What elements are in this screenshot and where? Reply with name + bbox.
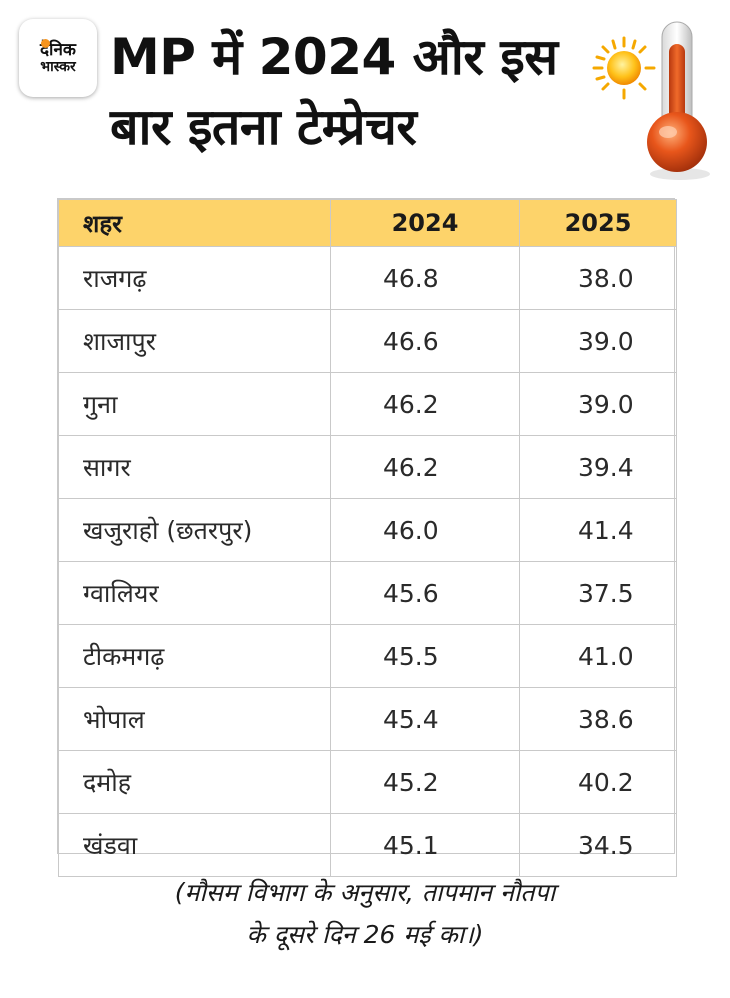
title-line-1: MP में 2024 और इस (110, 28, 558, 86)
table-row: खजुराहो (छतरपुर) 46.0 41.4 (58, 498, 677, 562)
cell-2024: 45.6 (330, 561, 520, 625)
note-line-1: (मौसम विभाग के अनुसार, तापमान नौतपा (174, 878, 556, 907)
cell-2025: 41.0 (519, 624, 677, 688)
cell-2024: 46.8 (330, 246, 520, 310)
table-row: खंडवा 45.1 34.5 (58, 813, 677, 877)
note-line-2: के दूसरे दिन 26 मई का।) (246, 920, 484, 949)
cell-city: खंडवा (58, 813, 331, 877)
header-2025: 2025 (519, 199, 677, 247)
table-row: भोपाल 45.4 38.6 (58, 687, 677, 751)
cell-city: दमोह (58, 750, 331, 814)
cell-2025: 37.5 (519, 561, 677, 625)
cell-2025: 41.4 (519, 498, 677, 562)
title-line-2: बार इतना टेम्प्रेचर (110, 98, 417, 156)
dainik-bhaskar-logo: दैनिक भास्कर (19, 19, 97, 97)
table-header-row: शहर 2024 2025 (58, 199, 677, 247)
cell-2024: 46.2 (330, 372, 520, 436)
cell-city: खजुराहो (छतरपुर) (58, 498, 331, 562)
sun-icon (592, 36, 656, 100)
table-row: शाजापुर 46.6 39.0 (58, 309, 677, 373)
header-city: शहर (58, 199, 331, 247)
thermometer-icon (647, 21, 710, 180)
cell-2024: 46.2 (330, 435, 520, 499)
table-row: राजगढ़ 46.8 38.0 (58, 246, 677, 310)
table-row: टीकमगढ़ 45.5 41.0 (58, 624, 677, 688)
cell-city: ग्वालियर (58, 561, 331, 625)
cell-city: राजगढ़ (58, 246, 331, 310)
cell-2024: 45.4 (330, 687, 520, 751)
table-row: ग्वालियर 45.6 37.5 (58, 561, 677, 625)
table-row: सागर 46.2 39.4 (58, 435, 677, 499)
cell-2024: 45.5 (330, 624, 520, 688)
cell-city: भोपाल (58, 687, 331, 751)
cell-2025: 38.0 (519, 246, 677, 310)
cell-2024: 46.0 (330, 498, 520, 562)
cell-city: गुना (58, 372, 331, 436)
cell-2025: 39.0 (519, 372, 677, 436)
cell-city: शाजापुर (58, 309, 331, 373)
table-row: गुना 46.2 39.0 (58, 372, 677, 436)
source-note: (मौसम विभाग के अनुसार, तापमान नौतपा के द… (0, 872, 730, 956)
header-2024: 2024 (330, 199, 520, 247)
cell-2025: 38.6 (519, 687, 677, 751)
cell-2025: 34.5 (519, 813, 677, 877)
cell-city: टीकमगढ़ (58, 624, 331, 688)
cell-2024: 45.2 (330, 750, 520, 814)
cell-2024: 45.1 (330, 813, 520, 877)
cell-2025: 39.4 (519, 435, 677, 499)
logo-sun-dot (41, 39, 50, 48)
logo-line-2: भास्कर (40, 58, 76, 75)
page-title: MP में 2024 और इस बार इतना टेम्प्रेचर (110, 22, 590, 162)
cell-2025: 40.2 (519, 750, 677, 814)
cell-city: सागर (58, 435, 331, 499)
cell-2025: 39.0 (519, 309, 677, 373)
temperature-table: शहर 2024 2025 राजगढ़ 46.8 38.0 शाजापुर 4… (57, 198, 677, 877)
table-row: दमोह 45.2 40.2 (58, 750, 677, 814)
cell-2024: 46.6 (330, 309, 520, 373)
